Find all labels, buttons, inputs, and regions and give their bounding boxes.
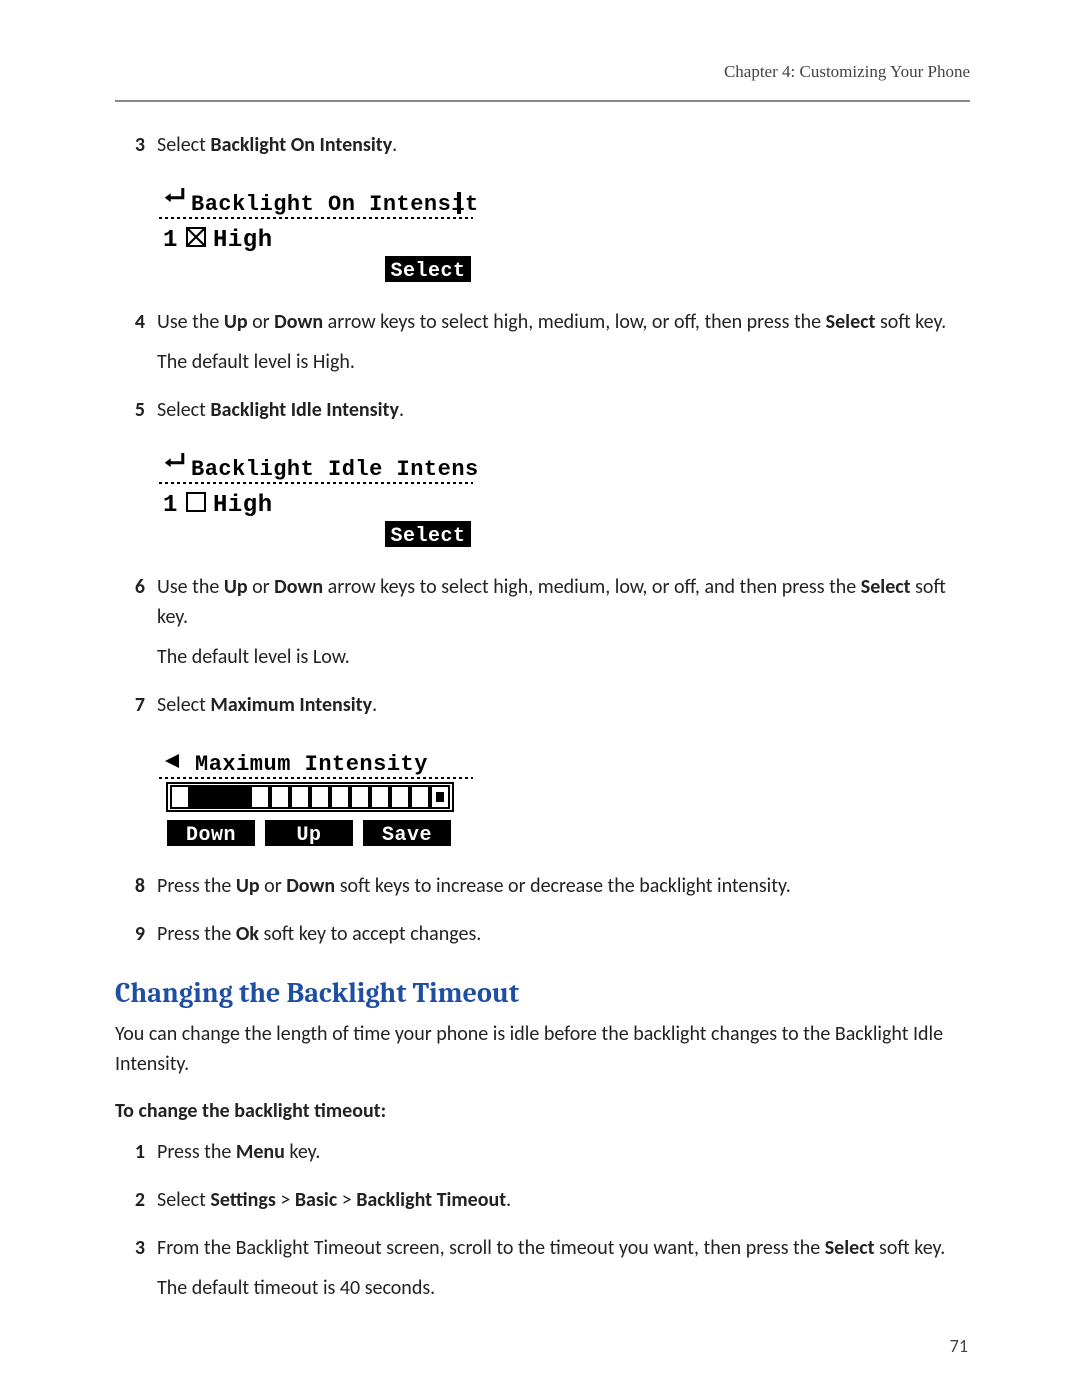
step-text: Use the Up or Down arrow keys to select …: [157, 575, 946, 629]
svg-text:Down: Down: [186, 824, 236, 847]
svg-text:Backlight On Intensity: Backlight On Intensity: [191, 192, 477, 217]
step-subtext: The default timeout is 40 seconds.: [157, 1273, 970, 1303]
section-heading: Changing the Backlight Timeout: [115, 977, 970, 1009]
step-number: 3: [115, 130, 145, 160]
step-text: Press the Ok soft key to accept changes.: [157, 922, 481, 946]
step: 2 Select Settings > Basic > Backlight Tim…: [115, 1185, 970, 1215]
steps-list-b: 1 Press the Menu key. 2 Select Settings > B…: [115, 1137, 970, 1303]
svg-text:High: High: [213, 227, 273, 254]
step: 1 Press the Menu key.: [115, 1137, 970, 1167]
svg-text:1: 1: [163, 227, 178, 254]
header-rule: [115, 100, 970, 102]
step-text: From the Backlight Timeout screen, scrol…: [157, 1236, 945, 1260]
step: 5 Select Backlight Idle Intensity.: [115, 395, 970, 425]
step-number: 9: [115, 919, 145, 949]
svg-text:High: High: [213, 492, 273, 519]
step-text: Select Backlight Idle Intensity.: [157, 398, 404, 422]
step-subtext: The default level is High.: [157, 347, 970, 377]
lcd-backlight-on-intensity: Backlight On Intensity 1 High Select: [157, 188, 477, 284]
step-text: Select Backlight On Intensity.: [157, 133, 397, 157]
section-lead: To change the backlight timeout:: [115, 1099, 970, 1123]
step-number: 2: [115, 1185, 145, 1215]
step: 6 Use the Up or Down arrow keys to select…: [115, 572, 970, 672]
step-number: 7: [115, 690, 145, 720]
step-number: 3: [115, 1233, 145, 1263]
lcd-backlight-idle-intensity: Backlight Idle Intensity 1 High Select: [157, 453, 477, 549]
step-text: Press the Up or Down soft keys to increa…: [157, 874, 791, 898]
step: 8 Press the Up or Down soft keys to incre…: [115, 871, 970, 901]
page-number: 71: [950, 1335, 968, 1357]
section-body: You can change the length of time your p…: [115, 1019, 970, 1079]
step-number: 6: [115, 572, 145, 602]
running-header: Chapter 4: Customizing Your Phone: [115, 62, 970, 82]
step-text: Select Maximum Intensity.: [157, 693, 377, 717]
svg-text:Up: Up: [296, 824, 321, 847]
step-text: Press the Menu key.: [157, 1140, 320, 1164]
step: 9 Press the Ok soft key to accept changes…: [115, 919, 970, 949]
svg-text:1: 1: [163, 492, 178, 519]
step-number: 1: [115, 1137, 145, 1167]
svg-text:Select: Select: [390, 260, 465, 283]
step-number: 5: [115, 395, 145, 425]
svg-text:Maximum Intensity: Maximum Intensity: [195, 752, 428, 777]
step-subtext: The default level is Low.: [157, 642, 970, 672]
steps-list-a: 3 Select Backlight On Intensity. Backlight…: [115, 130, 970, 949]
step-number: 4: [115, 307, 145, 337]
page: Chapter 4: Customizing Your Phone 3 Selec…: [0, 0, 1080, 1397]
step-text: Select Settings > Basic > Backlight Time…: [157, 1188, 511, 1212]
lcd-maximum-intensity: Maximum Intensity Down Up Save: [157, 748, 477, 848]
svg-text:Backlight Idle Intensity: Backlight Idle Intensity: [191, 457, 477, 482]
step: 3 From the Backlight Timeout screen, scro…: [115, 1233, 970, 1303]
svg-text:Select: Select: [390, 525, 465, 548]
step: 7 Select Maximum Intensity.: [115, 690, 970, 720]
svg-text:Save: Save: [382, 824, 432, 847]
step: 3 Select Backlight On Intensity.: [115, 130, 970, 160]
step: 4 Use the Up or Down arrow keys to select…: [115, 307, 970, 377]
step-text: Use the Up or Down arrow keys to select …: [157, 310, 946, 334]
step-number: 8: [115, 871, 145, 901]
